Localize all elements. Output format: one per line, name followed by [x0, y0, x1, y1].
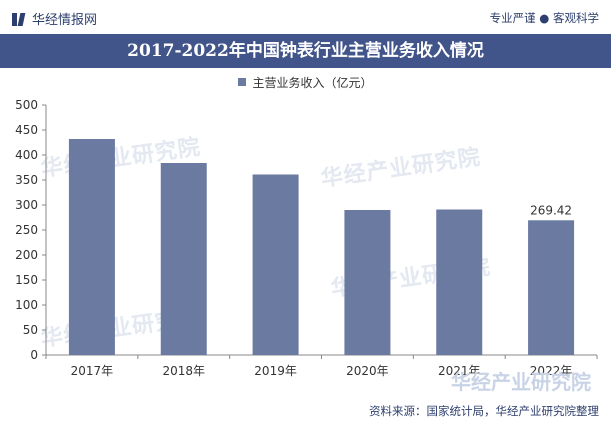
x-tick-label: 2017年	[71, 364, 114, 378]
y-tick-label: 500	[15, 98, 38, 112]
bar-2019年	[252, 174, 299, 355]
x-tick-label: 2022年	[530, 364, 573, 378]
x-tick-label: 2019年	[254, 364, 297, 378]
legend: 主营业务收入（亿元）	[0, 72, 611, 92]
chart-title: 2017-2022年中国钟表行业主营业务收入情况	[127, 41, 484, 61]
source-note: 资料来源：国家统计局，华经产业研究院整理	[369, 404, 599, 418]
bar-2018年	[160, 163, 207, 355]
x-tick-label: 2021年	[438, 364, 481, 378]
bar-2022年	[528, 220, 575, 355]
y-tick-label: 50	[23, 323, 38, 337]
y-tick-label: 450	[15, 123, 38, 137]
slogan: 专业严谨 ● 客观科学	[489, 11, 599, 25]
y-tick-label: 100	[15, 298, 38, 312]
header-bar: 华经情报网 专业严谨 ● 客观科学	[0, 0, 611, 34]
y-tick-label: 350	[15, 173, 38, 187]
logo-icon	[12, 12, 26, 26]
y-tick-label: 200	[15, 248, 38, 262]
title-bar: 2017-2022年中国钟表行业主营业务收入情况	[0, 34, 611, 68]
brand: 华经情报网	[12, 9, 97, 28]
bar-2020年	[344, 210, 391, 355]
legend-swatch	[238, 78, 247, 86]
x-tick-label: 2018年	[162, 364, 205, 378]
y-tick-label: 300	[15, 198, 38, 212]
watermark-logo: 华经产业研究院	[451, 370, 591, 394]
bar-2021年	[436, 209, 483, 355]
x-tick-label: 2020年	[346, 364, 389, 378]
legend-label: 主营业务收入（亿元）	[252, 75, 373, 90]
data-label: 269.42	[530, 203, 572, 217]
y-tick-label: 0	[30, 348, 38, 362]
y-tick-label: 150	[15, 273, 38, 287]
y-tick-label: 400	[15, 148, 38, 162]
y-tick-label: 250	[15, 223, 38, 237]
brand-name: 华经情报网	[32, 13, 98, 28]
bar-2017年	[68, 139, 115, 355]
